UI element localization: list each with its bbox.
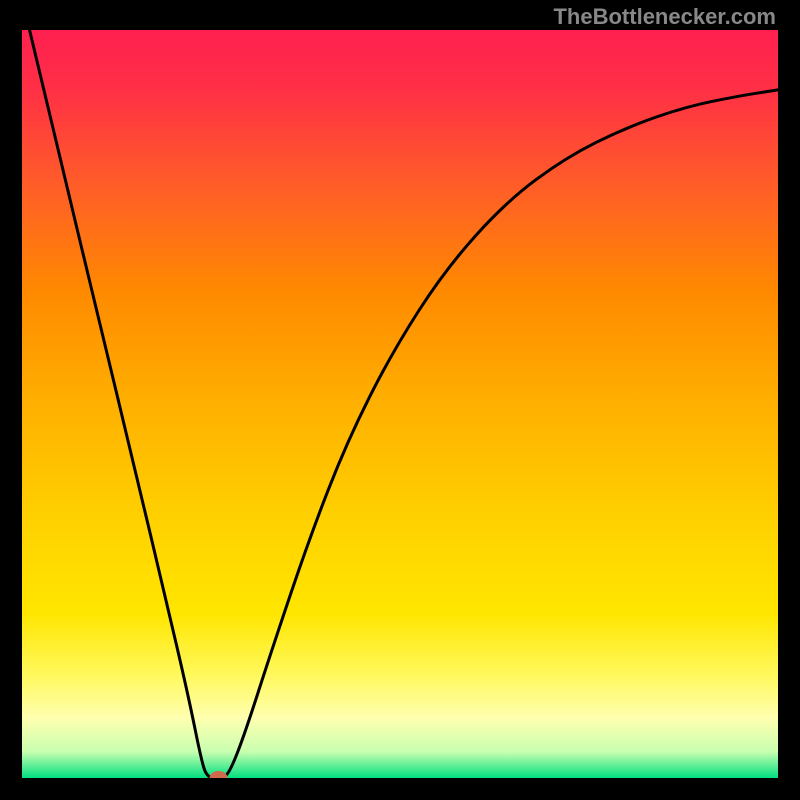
watermark-text: TheBottlenecker.com [553,4,776,30]
bottleneck-chart [0,0,800,800]
chart-background-gradient [22,30,778,778]
chart-container: TheBottlenecker.com [0,0,800,800]
